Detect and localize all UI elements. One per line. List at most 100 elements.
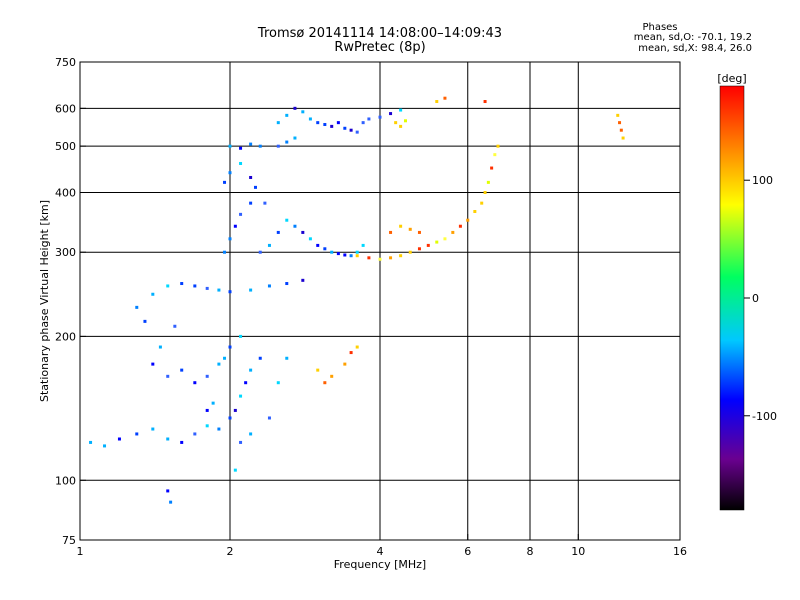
data-point: [403, 119, 407, 123]
data-point: [473, 210, 477, 214]
data-point: [193, 381, 197, 385]
data-point: [285, 218, 289, 222]
data-point: [367, 256, 371, 260]
data-point: [228, 237, 232, 241]
data-point: [293, 136, 297, 140]
data-point: [285, 113, 289, 117]
data-point: [323, 247, 327, 251]
data-point: [173, 324, 177, 328]
data-point: [621, 136, 625, 140]
data-point: [223, 356, 227, 360]
data-point: [443, 237, 447, 241]
data-point: [483, 100, 487, 104]
data-point: [330, 250, 334, 254]
y-tick-label: 75: [62, 534, 76, 547]
data-point: [308, 117, 312, 121]
y-tick-label: 100: [55, 474, 76, 487]
y-tick-label: 400: [55, 186, 76, 199]
data-point: [249, 142, 253, 146]
data-point: [166, 374, 170, 378]
data-point: [151, 292, 155, 296]
data-point: [458, 224, 462, 228]
data-point: [233, 408, 237, 412]
data-point: [483, 190, 487, 194]
data-point: [258, 250, 262, 254]
data-point: [205, 374, 209, 378]
x-tick-label: 16: [673, 545, 687, 558]
data-point: [166, 284, 170, 288]
data-point: [426, 243, 430, 247]
data-point: [228, 345, 232, 349]
data-point: [394, 121, 398, 125]
data-point: [435, 240, 439, 244]
data-point: [323, 381, 327, 385]
data-point: [239, 440, 243, 444]
x-tick-label: 2: [227, 545, 234, 558]
data-point: [355, 254, 359, 258]
data-point: [267, 243, 271, 247]
data-point: [239, 212, 243, 216]
data-point: [490, 166, 494, 170]
data-point: [276, 381, 280, 385]
data-point: [349, 128, 353, 132]
data-point: [258, 144, 262, 148]
data-point: [151, 362, 155, 366]
data-point: [217, 288, 221, 292]
data-point: [166, 437, 170, 441]
data-point: [293, 224, 297, 228]
data-point: [361, 121, 365, 125]
data-point: [166, 489, 170, 493]
data-point: [417, 230, 421, 234]
data-point: [616, 113, 620, 117]
data-point: [336, 121, 340, 125]
data-point: [233, 468, 237, 472]
data-point: [301, 110, 305, 114]
colorbar-ticks: 100 0 -100: [744, 174, 777, 423]
data-point: [330, 374, 334, 378]
y-axis-ticks: 75 100 200 300 400 500 600 750: [55, 56, 86, 547]
stats-o-mode: mean, sd,O: -70.1, 19.2: [633, 32, 752, 43]
data-point: [399, 254, 403, 258]
data-point: [135, 432, 139, 436]
data-point: [355, 130, 359, 134]
data-point: [249, 288, 253, 292]
data-point: [228, 144, 232, 148]
x-tick-label: 4: [377, 545, 384, 558]
data-point: [316, 243, 320, 247]
data-point: [355, 250, 359, 254]
data-points: [89, 96, 625, 504]
data-point: [239, 394, 243, 398]
y-tick-label: 750: [55, 56, 76, 69]
data-point: [223, 250, 227, 254]
chart-title-line2: RwPretec (8p): [334, 40, 426, 55]
data-point: [249, 368, 253, 372]
data-point: [417, 247, 421, 251]
data-point: [253, 185, 257, 189]
data-point: [228, 290, 232, 294]
stats-x-mode: mean, sd,X: 98.4, 26.0: [638, 43, 752, 54]
data-point: [117, 437, 121, 441]
data-point: [249, 175, 253, 179]
data-point: [249, 432, 253, 436]
data-point: [343, 362, 347, 366]
x-tick-label: 6: [464, 545, 471, 558]
data-point: [217, 362, 221, 366]
data-point: [143, 319, 147, 323]
data-point: [135, 305, 139, 309]
data-point: [223, 180, 227, 184]
data-point: [228, 416, 232, 420]
data-point: [349, 351, 353, 355]
data-point: [244, 381, 248, 385]
data-point: [451, 230, 455, 234]
data-point: [180, 368, 184, 372]
colorbar-tick-label: 0: [752, 292, 759, 305]
data-point: [285, 356, 289, 360]
x-axis-ticks: 1 2 4 6 8 10 16: [77, 534, 687, 558]
x-tick-label: 10: [571, 545, 585, 558]
data-point: [486, 180, 490, 184]
colorbar-tick-label: -100: [752, 410, 777, 423]
data-point: [361, 243, 365, 247]
data-point: [308, 237, 312, 241]
data-point: [285, 140, 289, 144]
